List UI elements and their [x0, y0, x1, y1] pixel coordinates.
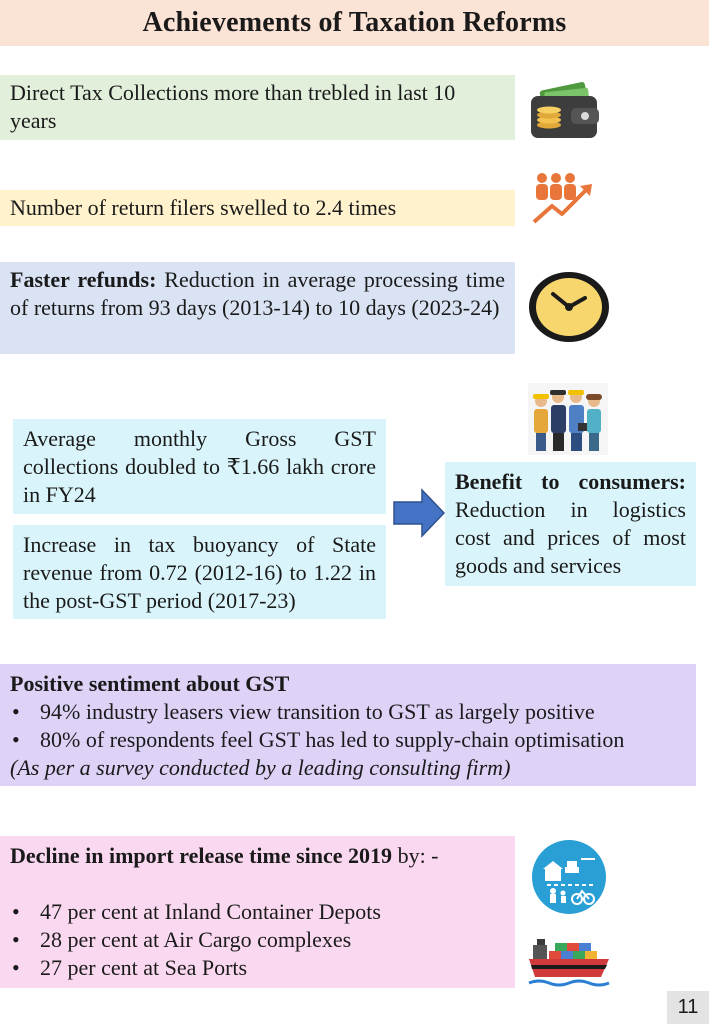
cargo-ship-icon [527, 935, 611, 991]
logistics-icon [531, 839, 607, 915]
page-number: 11 [667, 991, 709, 1024]
workers-icon [528, 383, 608, 455]
survey-note: (As per a survey conducted by a leading … [10, 755, 511, 780]
faster-refunds-box: Faster refunds: Reduction in average pro… [0, 262, 515, 354]
sentiment-heading: Positive sentiment about GST [10, 671, 290, 696]
consumer-benefit-box: Benefit to consumers: Reduction in logis… [445, 462, 696, 586]
faster-refunds-text: Reduction in average processing time of … [10, 267, 505, 320]
list-item: 80% of respondents feel GST has led to s… [10, 726, 686, 754]
sentiment-box: Positive sentiment about GST 94% industr… [0, 664, 696, 786]
sentiment-list: 94% industry leasers view transition to … [10, 698, 686, 754]
list-item: 94% industry leasers view transition to … [10, 698, 686, 726]
title-bar: Achievements of Taxation Reforms [0, 0, 709, 46]
tax-buoyancy-box: Increase in tax buoyancy of State revenu… [13, 525, 386, 619]
gst-collections-text: Average monthly Gross GST collections do… [23, 426, 376, 507]
gst-collections-box: Average monthly Gross GST collections do… [13, 419, 386, 514]
consumer-benefit-text: Reduction in logistics cost and prices o… [455, 497, 686, 578]
clock-icon [527, 270, 611, 344]
direct-tax-box: Direct Tax Collections more than trebled… [0, 75, 515, 140]
import-release-box: Decline in import release time since 201… [0, 836, 515, 988]
wallet-icon [527, 80, 602, 142]
tax-buoyancy-text: Increase in tax buoyancy of State revenu… [23, 532, 376, 613]
list-item: 27 per cent at Sea Ports [10, 954, 505, 982]
faster-refunds-heading: Faster refunds: [10, 267, 157, 292]
list-item: 47 per cent at Inland Container Depots [10, 898, 505, 926]
list-item: 28 per cent at Air Cargo complexes [10, 926, 505, 954]
direct-tax-text: Direct Tax Collections more than trebled… [10, 80, 456, 133]
return-filers-box: Number of return filers swelled to 2.4 t… [0, 190, 515, 226]
right-arrow-icon [392, 488, 446, 538]
import-release-heading: Decline in import release time since 201… [10, 843, 439, 868]
page-title: Achievements of Taxation Reforms [142, 7, 567, 38]
return-filers-text: Number of return filers swelled to 2.4 t… [10, 195, 397, 220]
people-growth-icon [530, 170, 596, 226]
consumer-benefit-heading: Benefit to consumers: [455, 469, 686, 494]
import-release-list: 47 per cent at Inland Container Depots 2… [10, 898, 505, 982]
